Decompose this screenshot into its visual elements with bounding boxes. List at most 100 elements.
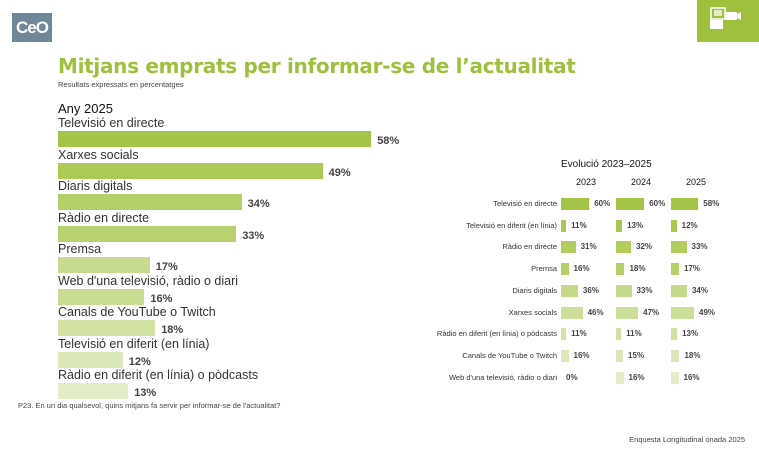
category-label: Premsa xyxy=(531,264,557,274)
value-label: 11% xyxy=(571,220,587,230)
value-label: 36% xyxy=(582,285,599,295)
bar xyxy=(616,349,624,362)
bar xyxy=(58,194,242,210)
ceo-logo: CeO xyxy=(12,13,52,42)
value-label: 12% xyxy=(681,220,698,230)
bar xyxy=(58,383,129,399)
value-label: 46% xyxy=(587,307,604,317)
category-label: Ràdio en diferit (en línia) o pòdcasts xyxy=(58,368,259,382)
bar xyxy=(616,241,632,254)
category-label: Canals de YouTube o Twitch xyxy=(58,305,216,319)
bar xyxy=(561,241,576,254)
bar xyxy=(671,263,679,276)
value-label: 13% xyxy=(134,387,157,399)
value-label: 58% xyxy=(377,135,400,147)
value-label: 17% xyxy=(155,261,178,273)
value-label: 33% xyxy=(242,229,265,242)
logo-text: CeO xyxy=(16,17,49,37)
bar xyxy=(671,198,699,210)
category-label: Web d'una televisió, ràdio o diari xyxy=(58,273,239,288)
bar xyxy=(616,328,622,341)
bar xyxy=(671,306,695,319)
value-label: 47% xyxy=(643,307,660,317)
year-header: 2024 xyxy=(630,177,652,187)
value-label: 16% xyxy=(573,264,590,274)
value-label: 13% xyxy=(627,220,644,230)
category-label: Televisió en directe xyxy=(493,199,557,208)
value-label: 11% xyxy=(626,329,642,339)
bar xyxy=(671,219,677,232)
bar xyxy=(671,371,679,384)
year-header: 2025 xyxy=(685,177,707,187)
bar xyxy=(561,328,567,341)
value-label: 0% xyxy=(566,372,578,382)
value-label: 16% xyxy=(573,350,590,360)
value-label: 60% xyxy=(594,199,611,208)
bar xyxy=(561,198,590,210)
category-label: Premsa xyxy=(58,242,102,256)
bar xyxy=(671,328,678,341)
value-label: 60% xyxy=(649,199,666,208)
bar xyxy=(671,241,687,254)
value-label: 11% xyxy=(571,329,587,339)
bar xyxy=(58,225,237,242)
value-label: 34% xyxy=(691,285,708,295)
bar xyxy=(561,219,567,232)
value-label: 18% xyxy=(629,264,646,274)
bar xyxy=(616,219,623,232)
bar xyxy=(561,284,578,297)
category-label: Diaris digitals xyxy=(512,285,557,295)
value-label: 49% xyxy=(328,166,351,179)
value-label: 58% xyxy=(703,199,720,208)
media-devices-icon xyxy=(697,0,759,42)
category-label: Xarxes socials xyxy=(58,147,139,162)
bar xyxy=(616,198,645,210)
value-label: 33% xyxy=(636,285,653,295)
category-label: Ràdio en directe xyxy=(502,242,557,252)
value-label: 15% xyxy=(628,350,645,360)
value-label: 31% xyxy=(580,242,597,252)
category-label: Ràdio en diferit (en línia) o pòdcasts xyxy=(436,329,557,339)
value-label: 13% xyxy=(682,329,699,339)
category-label: Xarxes socials xyxy=(508,307,557,317)
category-label: Televisió en diferit (en línia) xyxy=(466,220,557,230)
year-header: 2023 xyxy=(575,177,597,187)
bar xyxy=(561,306,583,319)
value-label: 16% xyxy=(683,372,700,382)
bar xyxy=(616,371,624,384)
value-label: 18% xyxy=(161,324,184,336)
category-label: Televisió en directe xyxy=(58,116,165,130)
value-label: 32% xyxy=(636,242,653,252)
category-label: Ràdio en directe xyxy=(58,210,150,225)
bar xyxy=(671,284,687,297)
value-label: 12% xyxy=(128,355,151,368)
page-subtitle: Resultats expressats en percentatges xyxy=(58,80,184,89)
category-label: Web d'una televisió, ràdio o diari xyxy=(448,372,557,382)
bar xyxy=(58,351,123,368)
value-label: 16% xyxy=(628,372,645,382)
value-label: 16% xyxy=(150,292,173,305)
bar xyxy=(671,349,680,362)
bar xyxy=(58,162,323,179)
bar xyxy=(561,349,569,362)
bar xyxy=(58,131,372,147)
source-note: Enquesta Longitudinal onada 2025 xyxy=(629,435,745,444)
chart-title-evolution: Evolució 2023–2025 xyxy=(561,159,652,170)
bar xyxy=(58,257,150,273)
value-label: 34% xyxy=(247,198,270,210)
bar xyxy=(561,263,569,276)
value-label: 49% xyxy=(699,307,716,317)
category-label: Diaris digitals xyxy=(58,179,133,193)
bar xyxy=(616,284,632,297)
value-label: 18% xyxy=(684,350,701,360)
category-label: Televisió en diferit (en línia) xyxy=(58,336,210,351)
bar xyxy=(616,306,639,319)
category-label: Canals de YouTube o Twitch xyxy=(462,350,557,360)
value-label: 17% xyxy=(683,264,700,274)
chart-title-2025: Any 2025 xyxy=(58,101,113,116)
bar xyxy=(58,320,156,336)
bar xyxy=(58,288,145,305)
value-label: 33% xyxy=(691,242,708,252)
question-note: P23. En un dia qualsevol, quins mitjans … xyxy=(18,401,281,410)
page-title: Mitjans emprats per informar-se de l’act… xyxy=(58,54,576,78)
